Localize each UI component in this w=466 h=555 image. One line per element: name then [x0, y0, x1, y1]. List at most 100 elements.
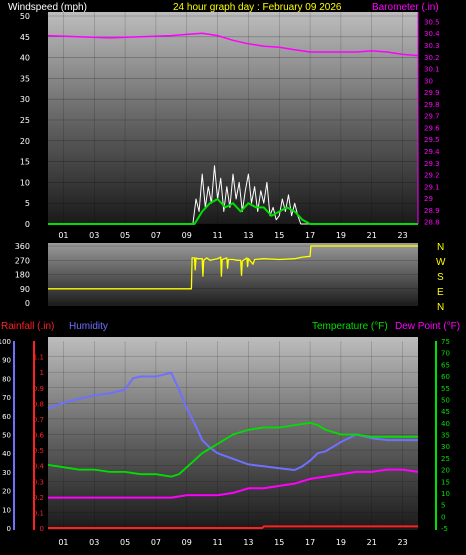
wind-tick-label: 35 [20, 74, 30, 83]
temperature-tick-label: 35 [441, 432, 450, 440]
temperature-tick-label: 75 [441, 338, 450, 346]
rainfall-line [48, 525, 418, 529]
rain-tick-label: 0 [40, 525, 44, 533]
humidity-tick-label: 40 [2, 450, 11, 458]
temperature-tick-label: 5 [441, 502, 445, 510]
wind-panel-bg [48, 12, 418, 224]
climate-x-tick-label: 09 [182, 538, 192, 547]
barometer-tick-label: 29.6 [424, 124, 440, 132]
dewpoint-line [48, 468, 419, 499]
rain-tick-label: 0.7 [33, 416, 44, 424]
wind-x-tick-label: 07 [151, 231, 161, 240]
wind-tick-label: 15 [20, 158, 30, 167]
temperature-tick-label: 10 [441, 490, 450, 498]
wind-tick-label: 40 [20, 54, 30, 63]
barometer-line [47, 32, 419, 57]
temperature-axis-title: Temperature (°F) [312, 321, 388, 332]
wind-x-tick-label: 21 [367, 231, 377, 240]
wind-tick-label: 10 [20, 178, 30, 187]
humidity-tick-label: 80 [2, 375, 11, 383]
barometer-tick-label: 29.9 [424, 89, 440, 97]
barometer-tick-label: 29.8 [424, 101, 440, 109]
rain-tick-label: 0.1 [33, 509, 44, 517]
rain-tick-label: 0.8 [33, 400, 44, 408]
humidity-tick-label: 30 [2, 469, 11, 477]
barometer-tick-label: 28.9 [424, 207, 440, 215]
wind-tick-label: 25 [20, 116, 30, 125]
wind-x-tick-label: 17 [305, 231, 315, 240]
climate-x-tick-label: 17 [305, 538, 315, 547]
direction-panel-bg [48, 243, 418, 306]
barometer-tick-label: 28.8 [424, 219, 440, 227]
wind-x-tick-label: 09 [182, 231, 192, 240]
rain-tick-label: 0.2 [33, 494, 44, 502]
rain-tick-label: 1.1 [33, 354, 44, 362]
wind-x-tick-label: 15 [274, 231, 284, 240]
wind-gridlines [48, 12, 418, 225]
climate-x-tick-label: 05 [120, 538, 130, 547]
temperature-line [47, 421, 418, 478]
barometer-tick-label: 30 [424, 77, 433, 85]
humidity-tick-label: 100 [0, 338, 11, 346]
axis-labels: 0510152025303540455028.828.92929.129.229… [0, 12, 450, 547]
wind-tick-label: 45 [20, 33, 30, 42]
barometer-tick-label: 30.2 [424, 54, 440, 62]
wind-direction-line [48, 245, 418, 290]
climate-x-tick-label: 03 [89, 538, 99, 547]
rain-tick-label: 0.3 [33, 478, 44, 486]
barometer-tick-label: 30.1 [424, 66, 440, 74]
wind-x-tick-label: 23 [397, 231, 407, 240]
humidity-tick-label: 50 [2, 432, 11, 440]
temperature-tick-label: 15 [441, 478, 450, 486]
temperature-tick-label: 55 [441, 385, 450, 393]
temperature-tick-label: 25 [441, 455, 450, 463]
direction-letter-n-bottom: N [437, 302, 444, 313]
humidity-line [47, 371, 418, 471]
temperature-tick-label: 65 [441, 361, 450, 369]
direction-tick-label: 270 [15, 256, 30, 265]
wind-axis-title: Windspeed (mph) [8, 2, 87, 13]
climate-series [47, 371, 419, 529]
humidity-tick-label: 0 [7, 525, 11, 533]
climate-x-tick-label: 11 [212, 538, 222, 547]
barometer-tick-label: 30.3 [424, 42, 440, 50]
direction-tick-label: 180 [15, 271, 30, 280]
wind-x-tick-label: 11 [212, 231, 222, 240]
rain-tick-label: 0.5 [33, 447, 44, 455]
temperature-tick-label: 45 [441, 408, 450, 416]
barometer-tick-label: 29.3 [424, 160, 440, 168]
wind-tick-label: 0 [25, 220, 30, 229]
climate-x-tick-label: 15 [274, 538, 284, 547]
wind-x-tick-label: 01 [58, 231, 68, 240]
wind-x-tick-label: 19 [336, 231, 346, 240]
direction-letter-s: S [437, 272, 444, 283]
humidity-tick-label: 10 [2, 506, 11, 514]
windspeed-line [48, 165, 418, 225]
wind-x-tick-label: 05 [120, 231, 130, 240]
barometer-axis-title: Barometer (.in) [372, 2, 439, 13]
barometer-tick-label: 29.2 [424, 172, 440, 180]
climate-panel-bg [48, 337, 418, 530]
humidity-tick-label: 90 [2, 357, 11, 365]
temperature-tick-label: 0 [441, 513, 445, 521]
barometer-tick-label: 29.1 [424, 183, 440, 191]
climate-x-tick-label: 19 [336, 538, 346, 547]
humidity-tick-label: 20 [2, 488, 11, 496]
direction-letter-w: W [436, 257, 446, 268]
barometer-tick-label: 29.5 [424, 136, 440, 144]
wind-tick-label: 30 [20, 95, 30, 104]
rainfall-axis-title: Rainfall (.in) [1, 321, 54, 332]
wind-x-tick-label: 13 [243, 231, 253, 240]
wind-average-line [48, 198, 418, 225]
barometer-tick-label: 30.5 [424, 18, 440, 26]
temperature-tick-label: 50 [441, 396, 450, 404]
rain-tick-label: 0.6 [33, 432, 45, 440]
humidity-tick-label: 70 [2, 394, 11, 402]
wind-tick-label: 20 [20, 137, 30, 146]
humidity-tick-label: 60 [2, 413, 11, 421]
rain-tick-label: 0.9 [33, 385, 44, 393]
temperature-tick-label: 20 [441, 467, 450, 475]
temperature-tick-label: 60 [441, 373, 450, 381]
rain-tick-label: 0.4 [33, 463, 45, 471]
